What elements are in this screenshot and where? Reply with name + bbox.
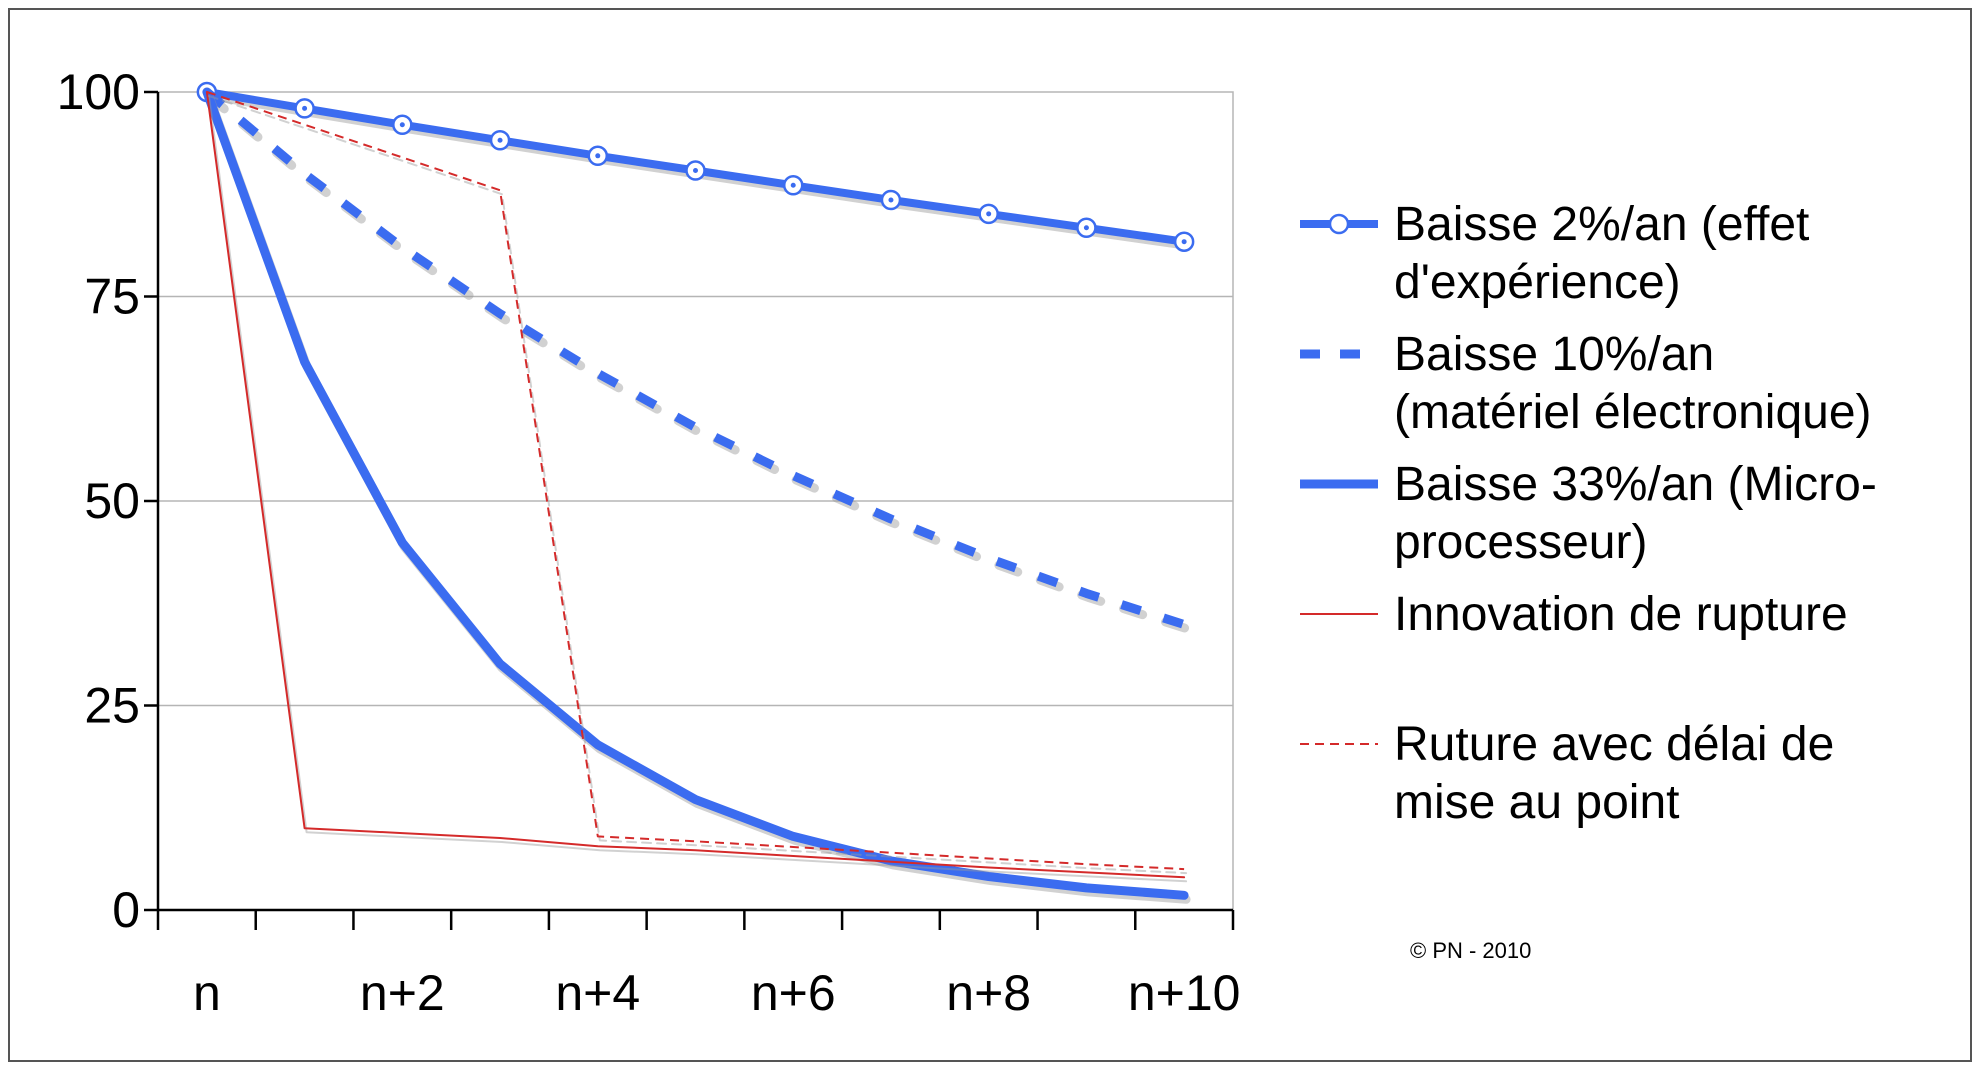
legend-label: d'expérience) (1394, 256, 1681, 309)
series-line-shadow (207, 95, 1188, 875)
y-tick-label-100: 100 (57, 64, 140, 120)
legend-marker (1328, 213, 1350, 235)
gridlines (157, 91, 1234, 911)
legend-label: mise au point (1394, 776, 1680, 829)
series-2 (202, 87, 1191, 904)
y-tick-label-25: 25 (84, 678, 140, 734)
series-line (202, 87, 1189, 900)
legend-label: Baisse 33%/an (Micro- (1394, 458, 1877, 511)
series-line (206, 91, 1185, 871)
x-tick-label-n+6: n+6 (751, 965, 836, 1021)
data-point-center (790, 182, 796, 188)
legend-item-1: Baisse 10%/an(matériel électronique) (1300, 328, 1872, 439)
legend-item-2: Baisse 33%/an (Micro-processeur) (1300, 458, 1877, 569)
y-tick-label-75: 75 (84, 269, 140, 325)
data-point-center (888, 197, 894, 203)
y-tick-label-50: 50 (84, 473, 140, 529)
chart-frame (8, 8, 1972, 1062)
data-point-center (399, 122, 405, 128)
credit-text: © PN - 2010 (1410, 938, 1531, 963)
series-0 (196, 81, 1195, 252)
legend-label: (matériel électronique) (1394, 386, 1872, 439)
x-tick-label-n+4: n+4 (555, 965, 640, 1021)
x-axis-ticks: n n+2 n+4 n+6 n+8 n+10 (156, 910, 1241, 1021)
legend-label: Innovation de rupture (1394, 588, 1848, 641)
series-layer (196, 81, 1195, 904)
x-tick-label-n+8: n+8 (946, 965, 1031, 1021)
series-line (205, 91, 1186, 879)
x-tick-label-n: n (193, 965, 221, 1021)
legend-item-3: Innovation de rupture (1300, 588, 1848, 641)
legend-label: processeur) (1394, 516, 1647, 569)
data-point-center (1181, 239, 1187, 245)
data-point-center (302, 105, 308, 111)
series-1 (204, 88, 1191, 633)
y-axis-ticks: 0 25 50 75 100 (57, 64, 158, 938)
series-4 (206, 91, 1188, 875)
data-point-center (595, 153, 601, 159)
x-tick-label-n+2: n+2 (360, 965, 445, 1021)
data-point-center (497, 137, 503, 143)
series-line-shadow (207, 95, 1188, 883)
data-point-center (1083, 225, 1089, 231)
series-line-shadow (204, 91, 1191, 633)
legend-label: Baisse 2%/an (effet (1394, 198, 1809, 251)
data-point-center (693, 168, 698, 174)
data-point-center (986, 211, 992, 217)
legend-label: Baisse 10%/an (1394, 328, 1714, 381)
series-3 (205, 91, 1188, 883)
y-tick-label-0: 0 (112, 882, 140, 938)
x-tick-label-n+10: n+10 (1128, 965, 1241, 1021)
legend-label: Ruture avec délai de (1394, 718, 1834, 771)
